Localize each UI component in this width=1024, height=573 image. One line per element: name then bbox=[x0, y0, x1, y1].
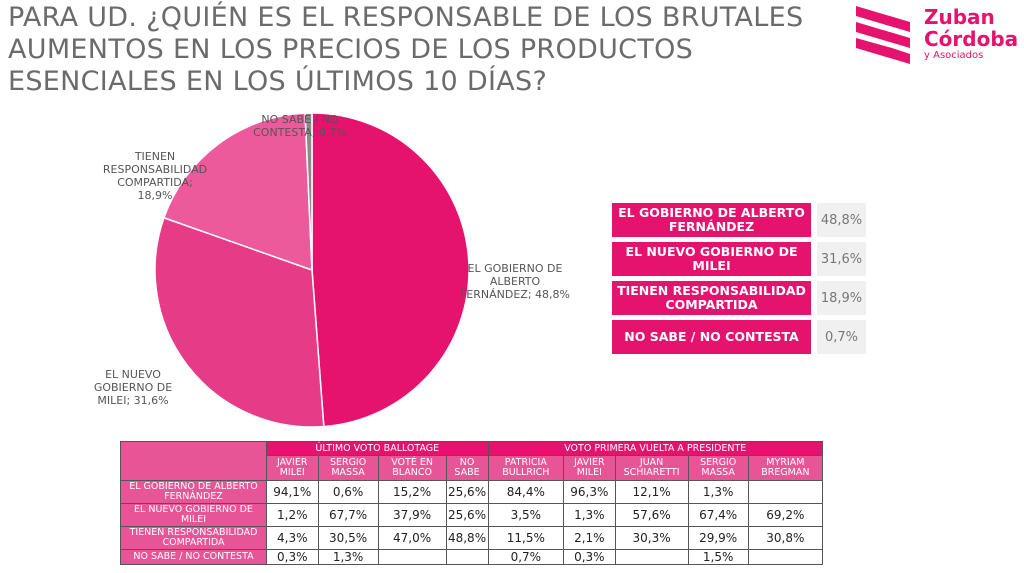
row-label: EL NUEVO GOBIERNO DE MILEI bbox=[120, 503, 267, 527]
table-cell: 3,5% bbox=[487, 503, 565, 527]
table-cell: 0,7% bbox=[487, 549, 565, 565]
row-label: TIENEN RESPONSABILIDAD COMPARTIDA bbox=[120, 526, 267, 550]
table-cell: 57,6% bbox=[614, 503, 689, 527]
table-cell: 94,1% bbox=[266, 480, 319, 504]
group-header: VOTO PRIMERA VUELTA A PRESIDENTE bbox=[487, 441, 824, 456]
legend-row: EL GOBIERNO DE ALBERTO FERNÁNDEZ 48,8% bbox=[612, 203, 866, 237]
table-row: EL NUEVO GOBIERNO DE MILEI 1,2% 67,7% 37,9%… bbox=[120, 503, 824, 527]
table-cell: 84,4% bbox=[487, 480, 565, 504]
group-header-row: ÚLTIMO VOTO BALLOTAGE VOTO PRIMERA VUELTA… bbox=[120, 441, 824, 481]
legend-value: 0,7% bbox=[817, 320, 866, 354]
table-cell: 2,1% bbox=[563, 526, 616, 550]
crosstab-table: ÚLTIMO VOTO BALLOTAGE VOTO PRIMERA VUELTA… bbox=[120, 441, 824, 565]
column-header: VOTÉ EN BLANCO bbox=[377, 455, 447, 481]
legend-value: 18,9% bbox=[817, 281, 866, 315]
table-row: NO SABE / NO CONTESTA 0,3% 1,3% 0,7% 0,3% 1,5… bbox=[120, 549, 824, 565]
table-cell: 69,2% bbox=[747, 503, 824, 527]
corner-cell bbox=[120, 441, 267, 481]
table-cell: 11,5% bbox=[487, 526, 565, 550]
table-cell bbox=[747, 480, 824, 504]
page-title: PARA UD. ¿QUIÉN ES EL RESPONSABLE DE LOS… bbox=[8, 2, 804, 97]
table-cell: 67,7% bbox=[317, 503, 379, 527]
legend-row: TIENEN RESPONSABILIDAD COMPARTIDA 18,9% bbox=[612, 281, 866, 315]
table-cell: 1,5% bbox=[687, 549, 749, 565]
legend-label: EL NUEVO GOBIERNO DE MILEI bbox=[612, 242, 811, 276]
legend-label: NO SABE / NO CONTESTA bbox=[612, 320, 811, 354]
column-header-row: JAVIER MILEI SERGIO MASSA VOTÉ EN BLANCO NO… bbox=[121, 455, 824, 481]
table-row: EL GOBIERNO DE ALBERTO FERNÁNDEZ 94,1% 0,6… bbox=[120, 480, 824, 504]
group-header: ÚLTIMO VOTO BALLOTAGE bbox=[266, 441, 489, 456]
table-cell: 29,9% bbox=[687, 526, 749, 550]
table-cell: 0,6% bbox=[317, 480, 379, 504]
column-header: SERGIO MASSA bbox=[687, 455, 749, 481]
summary-legend: EL GOBIERNO DE ALBERTO FERNÁNDEZ 48,8% EL… bbox=[612, 203, 866, 359]
table-cell: 48,8% bbox=[445, 526, 489, 550]
table-cell: 0,3% bbox=[266, 549, 319, 565]
legend-value: 48,8% bbox=[817, 203, 866, 237]
column-header: SERGIO MASSA bbox=[317, 455, 379, 481]
table-cell bbox=[377, 549, 447, 565]
row-label: NO SABE / NO CONTESTA bbox=[120, 549, 267, 565]
table-cell: 4,3% bbox=[266, 526, 319, 550]
table-cell: 25,6% bbox=[445, 480, 489, 504]
logo: Zuban Córdoba y Asociados bbox=[848, 4, 1018, 66]
pie-slice-fernandez bbox=[311, 112, 470, 428]
legend-label: TIENEN RESPONSABILIDAD COMPARTIDA bbox=[612, 281, 811, 315]
column-header: MYRIAM BREGMAN bbox=[747, 455, 824, 481]
table-cell: 37,9% bbox=[377, 503, 447, 527]
table-cell bbox=[747, 549, 824, 565]
table-row: TIENEN RESPONSABILIDAD COMPARTIDA 4,3% 30,… bbox=[120, 526, 824, 550]
pie-label-compartida: TIENEN RESPONSABILIDAD COMPARTIDA; 18,9% bbox=[102, 150, 208, 202]
table-cell: 12,1% bbox=[614, 480, 689, 504]
column-header: NO SABE bbox=[445, 455, 489, 481]
column-header: JAVIER MILEI bbox=[563, 455, 616, 481]
table-cell: 96,3% bbox=[563, 480, 616, 504]
pie-label-milei: EL NUEVO GOBIERNO DE MILEI; 31,6% bbox=[93, 368, 173, 407]
logo-sub: y Asociados bbox=[924, 50, 984, 61]
legend-value: 31,6% bbox=[817, 242, 866, 276]
table-cell: 1,3% bbox=[687, 480, 749, 504]
column-header: JUAN SCHIARETTI bbox=[614, 455, 689, 481]
legend-label: EL GOBIERNO DE ALBERTO FERNÁNDEZ bbox=[612, 203, 811, 237]
table-cell: 30,8% bbox=[747, 526, 824, 550]
table-cell: 30,5% bbox=[317, 526, 379, 550]
logo-line1: Zuban bbox=[924, 5, 995, 29]
table-cell: 15,2% bbox=[377, 480, 447, 504]
table-cell bbox=[614, 549, 689, 565]
column-header: PATRICIA BULLRICH bbox=[487, 455, 565, 481]
logo-stripes-icon bbox=[856, 6, 910, 64]
table-cell: 1,3% bbox=[563, 503, 616, 527]
pie-label-fernandez: EL GOBIERNO DE ALBERTO FERNÁNDEZ; 48,8% bbox=[459, 262, 570, 301]
table-cell: 1,3% bbox=[317, 549, 379, 565]
table-cell: 67,4% bbox=[687, 503, 749, 527]
pie-slice-compartida bbox=[162, 112, 313, 272]
pie-slice-ns-nc bbox=[304, 112, 313, 271]
legend-row: NO SABE / NO CONTESTA 0,7% bbox=[612, 320, 866, 354]
legend-row: EL NUEVO GOBIERNO DE MILEI 31,6% bbox=[612, 242, 866, 276]
table-cell: 0,3% bbox=[563, 549, 616, 565]
table-cell: 30,3% bbox=[614, 526, 689, 550]
row-label: EL GOBIERNO DE ALBERTO FERNÁNDEZ bbox=[120, 480, 267, 504]
pie-slice-milei bbox=[154, 216, 325, 428]
pie-label-ns-nc: NO SABE / NO CONTESTA; 0,7% bbox=[253, 113, 347, 139]
table-cell: 47,0% bbox=[377, 526, 447, 550]
table-cell: 25,6% bbox=[445, 503, 489, 527]
logo-line2: Córdoba bbox=[924, 27, 1019, 51]
table-cell bbox=[445, 549, 489, 565]
table-cell: 1,2% bbox=[266, 503, 319, 527]
column-header: JAVIER MILEI bbox=[266, 455, 319, 481]
